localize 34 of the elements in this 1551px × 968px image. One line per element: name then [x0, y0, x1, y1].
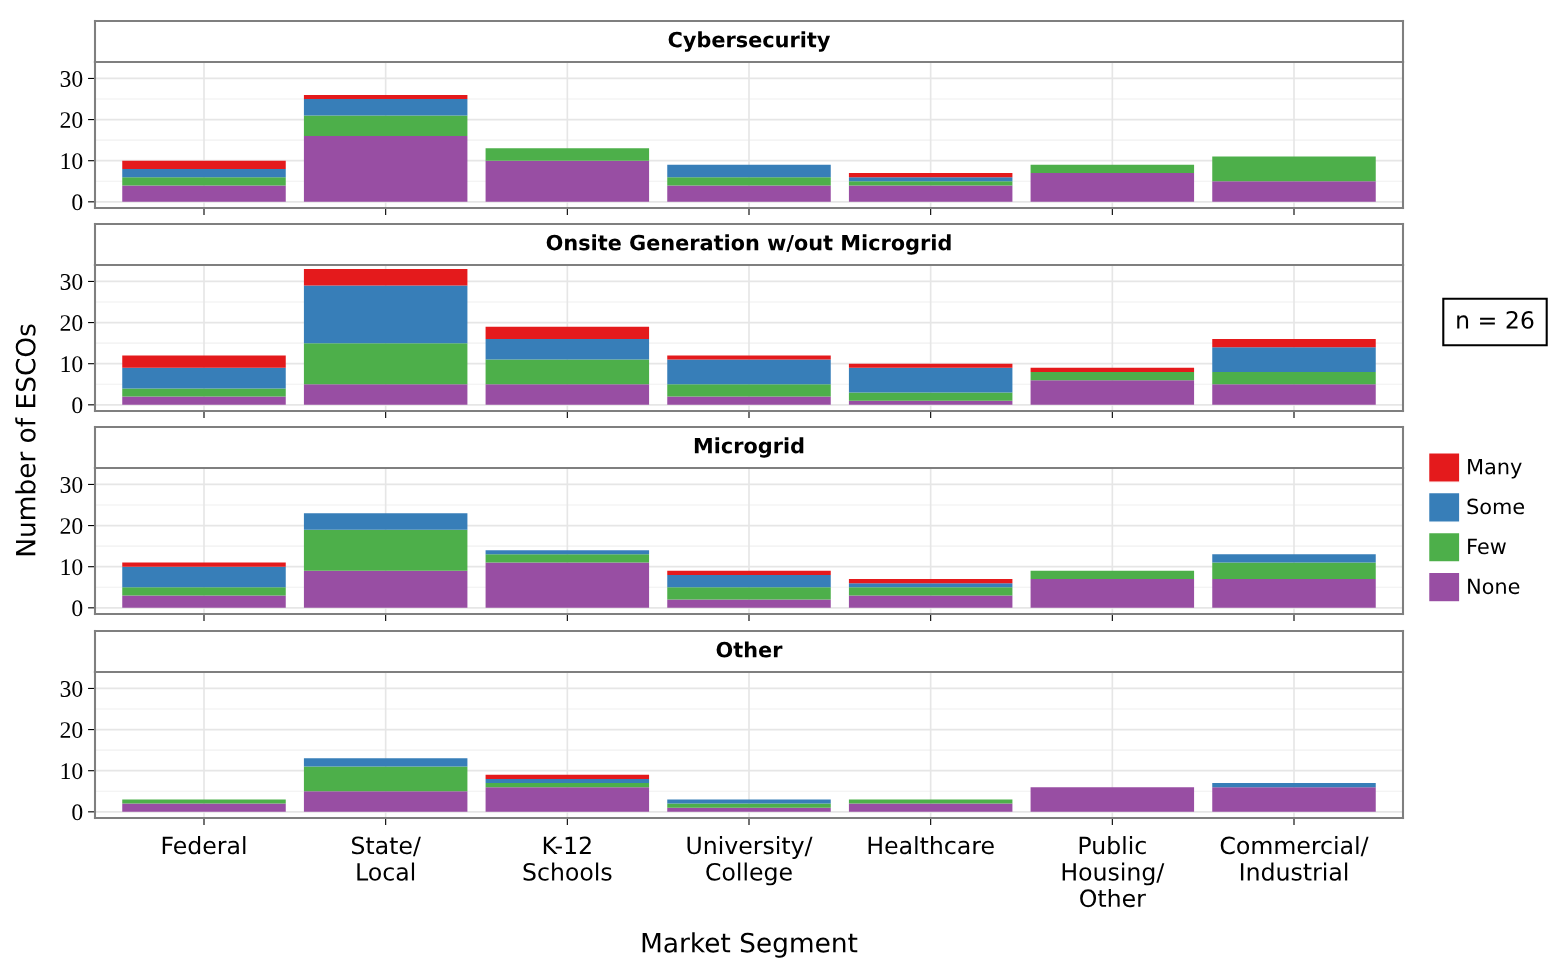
chart-title: Other: [716, 641, 783, 658]
text: n = 26: [1457, 310, 1534, 329]
y-tick-label: 0: [72, 804, 83, 821]
x-tick-label: Public Housing/ Other: [1062, 836, 1165, 908]
y-tick-label: 30: [60, 680, 83, 697]
y-tick-label: 20: [60, 315, 83, 331]
x-tick-label: K-12 Schools: [523, 836, 612, 881]
legend-label: Some: [1467, 498, 1525, 515]
y-tick-label: 20: [60, 112, 83, 128]
legend-label: Many: [1468, 458, 1522, 479]
x-tick-label: Healthcare: [868, 836, 994, 855]
x-tick-label: Federal: [162, 836, 246, 855]
chart-title: Cybersecurity: [668, 31, 831, 52]
y-tick-label: 20: [60, 518, 83, 534]
x-tick-label: University/ College: [687, 836, 813, 886]
y-tick-label: 10: [61, 559, 83, 576]
x-tick-label: Commercial/ Industrial: [1220, 836, 1369, 881]
x-tick-label: State/ Local: [352, 836, 421, 881]
legend-label: Few: [1468, 538, 1506, 555]
y-tick-label: 10: [61, 763, 83, 780]
y-tick-label: 30: [60, 70, 83, 87]
y-tick-label: 0: [72, 397, 83, 414]
y-tick-label: 10: [61, 153, 83, 170]
chart-title: Microgrid: [694, 437, 804, 458]
y-tick-label: 30: [60, 273, 83, 290]
legend-label: None: [1468, 578, 1520, 595]
y-axis-title: Number of ESCOs: [15, 324, 36, 556]
y-tick-label: 0: [72, 600, 83, 617]
x-axis-title: Market Segment: [642, 932, 858, 958]
y-tick-label: 30: [60, 476, 83, 493]
chart-title: Onsite Generation w/out Microgrid: [546, 234, 951, 255]
y-tick-label: 0: [72, 194, 83, 211]
y-tick-label: 20: [60, 722, 83, 738]
y-tick-label: 10: [61, 356, 83, 373]
